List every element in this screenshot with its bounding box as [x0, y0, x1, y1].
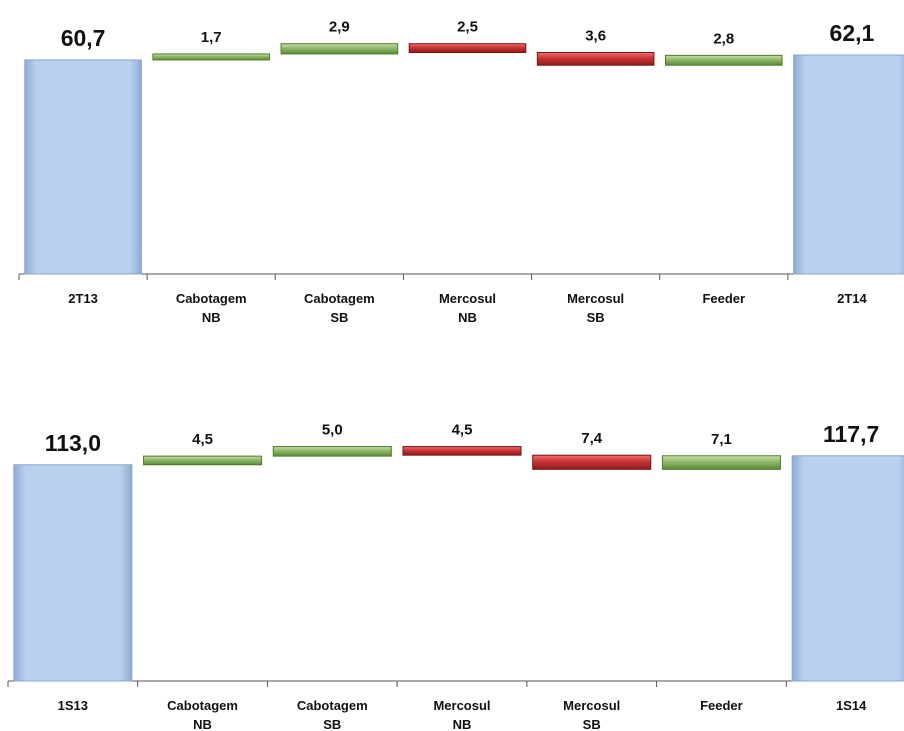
bar-total: [24, 59, 142, 275]
bar-increase: [664, 54, 783, 66]
bar-increase: [272, 446, 392, 457]
waterfall-chart-2t: 60,7 2T13 1,7 Cabotagem NB 2,9 Cabotagem SB 2,5 M…: [0, 0, 904, 345]
bar-total: [791, 455, 904, 682]
bar-increase: [280, 43, 399, 55]
data-label: 1,7: [201, 29, 222, 46]
category-label: Feeder: [700, 698, 743, 713]
data-label: 60,7: [61, 25, 106, 51]
category-label: Mercosul NB: [439, 291, 496, 325]
data-label: 7,4: [581, 430, 603, 447]
bar-decrease: [532, 454, 652, 470]
data-label: 4,5: [192, 431, 213, 448]
data-label: 117,7: [823, 421, 879, 447]
data-label: 4,5: [452, 422, 473, 439]
bar-decrease: [408, 43, 527, 54]
bar-total: [13, 464, 133, 682]
data-label: 2,5: [457, 19, 478, 36]
category-label: Cabotagem SB: [304, 291, 375, 325]
waterfall-chart-1s: 113,0 1S13 4,5 Cabotagem NB 5,0 Cabotagem SB 4,5…: [0, 345, 904, 731]
category-label: 1S14: [836, 698, 867, 713]
bar-increase: [152, 53, 271, 61]
category-label: Mercosul NB: [433, 698, 490, 731]
data-label: 3,6: [585, 28, 606, 45]
bar-increase: [661, 455, 781, 470]
data-label: 2,8: [713, 30, 734, 47]
category-label: 2T13: [68, 291, 98, 306]
data-label: 5,0: [322, 422, 343, 439]
category-label: Cabotagem NB: [167, 698, 238, 731]
bar-decrease: [536, 52, 655, 66]
category-label: Cabotagem NB: [176, 291, 247, 325]
data-label: 2,9: [329, 19, 350, 36]
category-label: Mercosul SB: [567, 291, 624, 325]
bar-increase: [143, 455, 263, 466]
category-label: 2T14: [837, 291, 867, 306]
category-label: Feeder: [702, 291, 745, 306]
bar-total: [793, 54, 904, 275]
category-label: Mercosul SB: [563, 698, 620, 731]
waterfall-chart-1s-svg: 113,0 1S13 4,5 Cabotagem NB 5,0 Cabotagem SB 4,5…: [7, 421, 904, 731]
data-label: 113,0: [45, 430, 101, 456]
category-label: 1S13: [58, 698, 88, 713]
category-label: Cabotagem SB: [297, 698, 368, 731]
data-label: 7,1: [711, 431, 732, 448]
bar-decrease: [402, 446, 522, 456]
waterfall-chart-2t-svg: 60,7 2T13 1,7 Cabotagem NB 2,9 Cabotagem SB 2,5 M…: [18, 19, 904, 325]
data-label: 62,1: [830, 20, 875, 46]
